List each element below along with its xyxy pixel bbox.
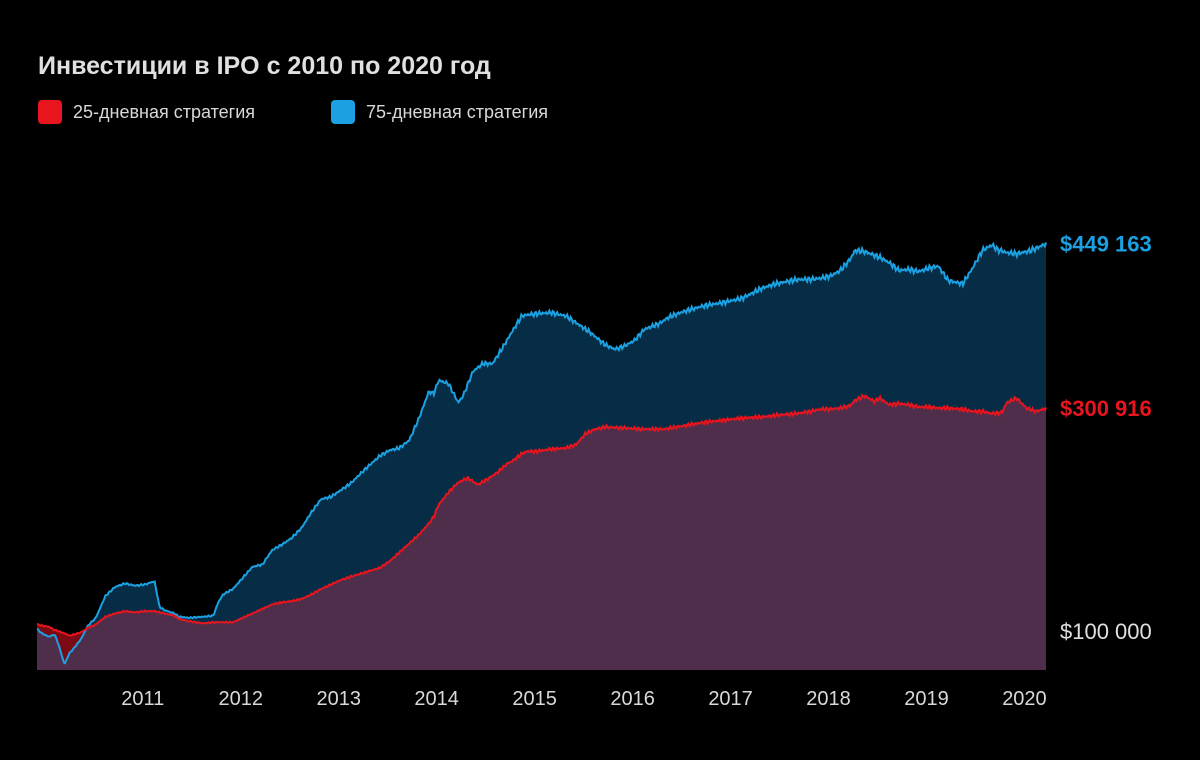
legend-swatch-red [38,100,62,124]
x-tick-label: 2018 [806,688,851,710]
series-75-day-line [36,241,1047,665]
x-axis-ticks: 2011 2012 2013 2014 2015 2016 2017 2018 2019 2020 [121,688,1046,710]
end-label-25-day: $300 916 [1060,396,1152,421]
series-25-day-line [36,393,1047,637]
x-tick-label: 2020 [1002,688,1047,710]
legend-item-25-day: 25-дневная стратегия [38,100,255,124]
x-tick-label: 2019 [904,688,949,710]
legend-item-75-day: 75-дневная стратегия [331,100,548,124]
end-label-75-day: $449 163 [1060,232,1152,257]
chart-title: Инвестиции в IPO с 2010 по 2020 год [38,52,491,80]
x-tick-label: 2011 [121,688,164,710]
legend-swatch-blue [331,100,355,124]
baseline-label: $100 000 [1060,619,1152,644]
x-tick-label: 2017 [708,688,753,710]
x-tick-label: 2015 [512,688,557,710]
x-tick-label: 2012 [219,688,264,710]
x-tick-label: 2014 [414,688,459,710]
legend-label-75-day: 75-дневная стратегия [366,101,549,122]
series-25-day-above-area [37,624,86,664]
legend-label-25-day: 25-дневная стратегия [73,101,256,122]
x-tick-label: 2016 [610,688,655,710]
series-25-day-area [37,395,1046,670]
x-tick-label: 2013 [316,688,361,710]
legend: 25-дневная стратегия 75-дневная стратеги… [38,100,738,126]
